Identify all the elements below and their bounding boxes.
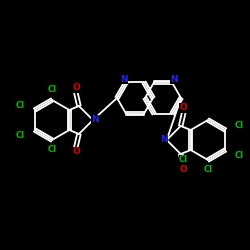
Text: Cl: Cl — [235, 120, 244, 130]
Text: Cl: Cl — [16, 130, 25, 140]
Text: O: O — [72, 148, 80, 156]
Text: Cl: Cl — [204, 166, 212, 174]
Text: N: N — [160, 136, 168, 144]
Text: O: O — [72, 84, 80, 92]
Text: O: O — [180, 166, 188, 174]
Text: N: N — [170, 75, 178, 84]
Text: Cl: Cl — [235, 150, 244, 160]
Text: Cl: Cl — [179, 156, 188, 164]
Text: N: N — [91, 116, 99, 124]
Text: O: O — [180, 104, 188, 112]
Text: Cl: Cl — [16, 100, 25, 110]
Text: Cl: Cl — [48, 86, 56, 94]
Text: N: N — [120, 75, 128, 84]
Text: Cl: Cl — [48, 146, 56, 154]
